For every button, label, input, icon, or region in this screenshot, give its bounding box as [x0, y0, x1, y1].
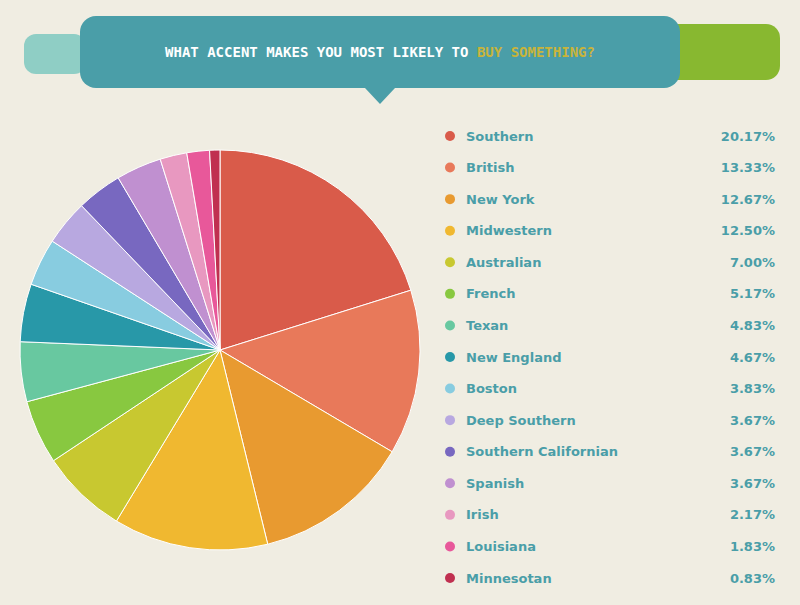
- legend-value: 12.67%: [721, 192, 775, 207]
- title-bubble-tail: [365, 88, 395, 104]
- legend-label: Southern Californian: [466, 444, 618, 459]
- pie-slice: [187, 150, 220, 350]
- legend-label: Louisiana: [466, 539, 536, 554]
- legend-value: 13.33%: [721, 160, 775, 175]
- legend-marker: [445, 415, 455, 425]
- pie-slice: [210, 150, 220, 350]
- legend-marker: [445, 289, 455, 299]
- legend-marker: [445, 163, 455, 173]
- legend-label: Texan: [466, 318, 508, 333]
- legend-value: 20.17%: [721, 129, 775, 144]
- legend-marker: [445, 226, 455, 236]
- legend-label: Midwestern: [466, 223, 552, 238]
- title: WHAT ACCENT MAKES YOU MOST LIKELY TO BUY…: [165, 44, 595, 60]
- legend-label: British: [466, 160, 514, 175]
- title-part: WHAT ACCENT MAKES YOU MOST LIKELY TO: [165, 44, 477, 60]
- legend-marker: [445, 478, 455, 488]
- legend-value: 3.67%: [730, 444, 775, 459]
- title-highlight: BUY SOMETHING?: [477, 44, 595, 60]
- legend-marker: [445, 573, 455, 583]
- legend-value: 3.83%: [730, 381, 775, 396]
- legend-value: 1.83%: [730, 539, 775, 554]
- legend-label: New York: [466, 192, 535, 207]
- title-bubble: [80, 16, 680, 88]
- legend-value: 2.17%: [730, 507, 775, 522]
- legend-value: 4.67%: [730, 350, 775, 365]
- legend-label: Boston: [466, 381, 517, 396]
- legend-marker: [445, 131, 455, 141]
- legend-value: 3.67%: [730, 413, 775, 428]
- legend-marker: [445, 384, 455, 394]
- legend-marker: [445, 447, 455, 457]
- legend-label: Southern: [466, 129, 534, 144]
- legend-label: Australian: [466, 255, 541, 270]
- legend-marker: [445, 194, 455, 204]
- legend-label: New England: [466, 350, 561, 365]
- legend-marker: [445, 320, 455, 330]
- legend-marker: [445, 257, 455, 267]
- decor-bubble: [24, 34, 86, 74]
- legend-value: 5.17%: [730, 286, 775, 301]
- legend-marker: [445, 510, 455, 520]
- pie-slice: [20, 342, 220, 402]
- legend-value: 12.50%: [721, 223, 775, 238]
- title-area: WHAT ACCENT MAKES YOU MOST LIKELY TO BUY…: [24, 16, 780, 104]
- legend-label: Irish: [466, 507, 499, 522]
- legend-marker: [445, 541, 455, 551]
- pie: [20, 150, 420, 550]
- legend-value: 3.67%: [730, 476, 775, 491]
- legend-value: 7.00%: [730, 255, 775, 270]
- legend-marker: [445, 352, 455, 362]
- legend-value: 0.83%: [730, 571, 775, 586]
- legend-label: Deep Southern: [466, 413, 576, 428]
- chart: WHAT ACCENT MAKES YOU MOST LIKELY TO BUY…: [0, 0, 800, 605]
- legend: Southern 20.17% British 13.33% New York 12.67…: [445, 129, 775, 586]
- legend-label: French: [466, 286, 516, 301]
- legend-label: Spanish: [466, 476, 524, 491]
- legend-value: 4.83%: [730, 318, 775, 333]
- legend-label: Minnesotan: [466, 571, 552, 586]
